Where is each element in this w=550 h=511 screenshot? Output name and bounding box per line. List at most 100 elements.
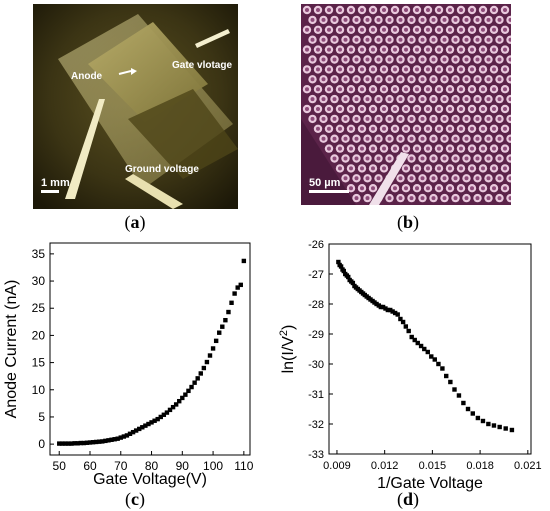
sem-pillar-center [470,47,474,52]
sem-pillar-center [398,37,403,42]
sem-pillar-center [310,37,315,42]
sem-pillar-center [327,8,331,12]
sem-pillar-center [475,156,480,161]
scale-bar-a [41,190,59,193]
sem-pillar-center [354,136,359,141]
sem-pillar-center [349,186,353,191]
chart-d-point [383,306,388,311]
sem-pillar-center [442,176,447,181]
sem-pillar-center [321,37,326,42]
sem-pillar-center [371,8,375,12]
chart-c-point [149,420,154,425]
sem-pillar-center [409,136,414,141]
sem-pillar-center [398,116,403,121]
sem-pillar-center [437,27,441,32]
sem-pillar-center [321,77,326,82]
sem-pillar-center [398,77,403,82]
chart-d-point [388,307,393,313]
chart-d-point [350,280,356,286]
sem-pillar-center [442,17,447,22]
chart-d-xtick-label: 0.009 [323,460,351,472]
sem-pillar-center [338,47,342,52]
sem-pillar-center [486,37,491,42]
sem-pillar-center [354,176,359,181]
sem-pillar-center [360,67,364,72]
sem-pillar-center [321,57,326,62]
sem-pillar-center [316,126,320,131]
sem-pillar-center [437,126,441,131]
sem-pillar-center [503,8,507,12]
sem-pillar-center [442,116,447,121]
sem-pillar-center [442,156,447,161]
sem-pillar-center [321,136,326,141]
sem-pillar-center [316,67,320,72]
sem-pillar-center [508,156,511,161]
caption-c: (c) [125,489,145,509]
sem-pillar-center [426,47,430,52]
sem-pillar-center [508,196,511,201]
sem-pillar-center [459,47,463,52]
sem-pillar-center [393,87,397,92]
chart-c-ytick-label: 15 [32,356,46,370]
sem-pillar-center [486,77,491,82]
sem-pillar-center [409,156,414,161]
sem-pillar-center [437,186,441,191]
sem-pillar-center [470,107,474,111]
sem-pillar-center [426,107,430,111]
sem-pillar-center [349,8,353,12]
sem-pillar-center [415,8,419,12]
sem-pillar-center [387,57,392,62]
sem-pillar-center [470,87,474,92]
sem-pillar-center [305,87,309,92]
sem-pillar-center [508,77,511,82]
sem-pillar-center [431,17,436,22]
sem-pillar-center [360,166,364,171]
chart-c-point [127,431,133,436]
sem-pillar-center [497,136,502,141]
chart-d-ytick-label: -30 [308,359,324,371]
sem-pillar-center [464,136,469,141]
chart-d-point [378,304,384,310]
sem-pillar-center [492,8,496,12]
sem-pillar-center [354,97,359,102]
sem-pillar-center [398,136,403,141]
sem-pillar-center [376,77,381,82]
sem-pillar-center [486,176,491,181]
chart-d-point [338,264,344,269]
label-ground-voltage: Ground voltage [125,164,199,175]
chart-d-ytick-label: -27 [308,269,324,281]
sem-pillar-center [453,176,458,181]
sem-pillar-center [475,17,480,22]
chart-c-point [213,338,219,344]
chart-d-point [509,427,515,433]
sem-pillar-center [420,196,425,201]
chart-d-point [400,319,406,325]
sem-pillar-center [453,116,458,121]
chart-c-point [93,439,99,445]
sem-pillar-center [349,166,353,171]
sem-pillar-center [481,166,485,171]
sem-pillar-center [338,27,342,32]
sem-pillar-center [459,8,463,12]
sem-pillar-center [387,37,392,42]
sem-pillar-center [343,17,348,22]
sem-pillar-center [382,27,386,32]
chart-c-point [57,441,62,446]
chart-c-point [130,429,136,435]
sem-pillar-center [453,97,458,102]
sem-pillar-center [376,176,381,181]
sem-pillar-center [459,146,463,151]
sem-pillar-center [448,47,452,52]
chart-c-ytick-label: 0 [38,437,45,451]
sem-pillar-center [371,186,375,191]
sem-pillar-center [431,77,436,82]
chart-d-point [497,424,502,430]
sem-pillar-center [338,8,342,12]
chart-c-anode-current: 50 60 70 80 90 100 110 0 5 10 15 20 25 30 35 Gate Volt… [3,242,254,488]
sem-pillar-center [393,126,397,131]
chart-c-point [155,416,160,422]
sem-pillar-center [497,97,502,102]
sem-pillar-center [420,37,425,42]
sem-pillar-center [360,47,364,52]
chart-d-point [380,304,386,310]
